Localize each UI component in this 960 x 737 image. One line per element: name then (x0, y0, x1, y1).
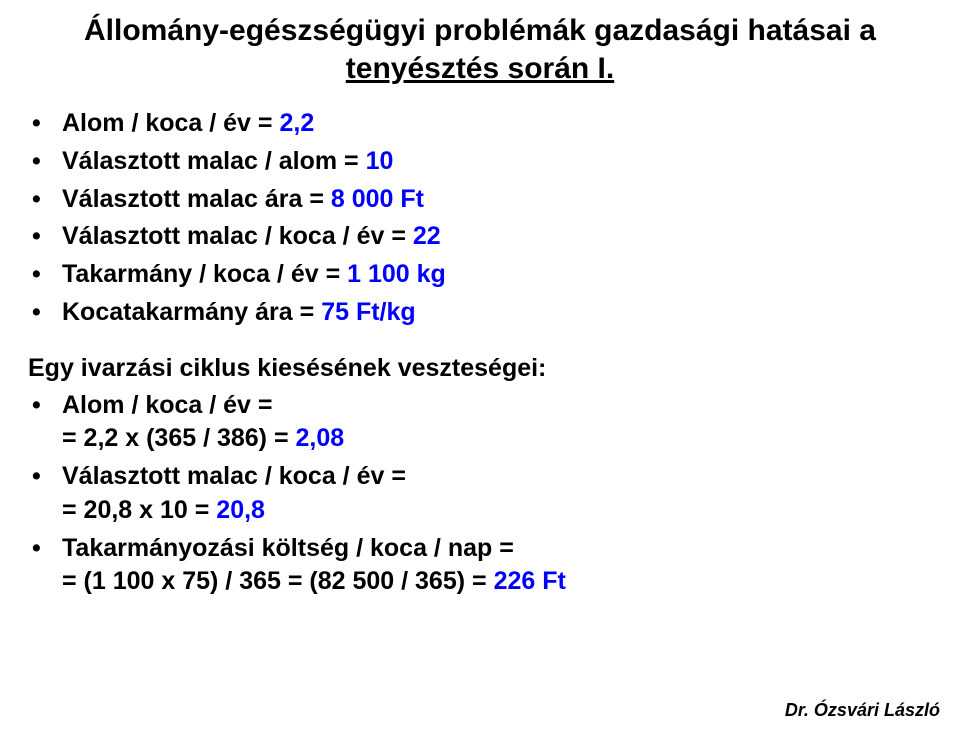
footer-author: Dr. Ózsvári László (785, 700, 940, 721)
list-item: Választott malac / alom = 10 (28, 145, 932, 179)
title-line-1: Állomány-egészségügyi problémák gazdaság… (84, 14, 876, 47)
losses-list: Alom / koca / év = = 2,2 x (365 / 386) =… (28, 389, 932, 600)
list-item: Alom / koca / év = 2,2 (28, 107, 932, 141)
param-value: 22 (413, 222, 441, 250)
loss-calc: = 20,8 x 10 = (62, 496, 216, 524)
slide-title: Állomány-egészségügyi problémák gazdaság… (28, 12, 932, 87)
list-item: Választott malac ára = 8 000 Ft (28, 183, 932, 217)
loss-label: Alom / koca / év = (62, 391, 273, 419)
param-value: 10 (366, 147, 394, 175)
param-label: Kocatakarmány ára = (62, 298, 321, 326)
param-value: 8 000 Ft (331, 185, 424, 213)
loss-sub: = 20,8 x 10 = 20,8 (62, 494, 932, 528)
param-label: Választott malac / alom = (62, 147, 366, 175)
loss-result: 20,8 (216, 496, 265, 524)
list-item: Takarmányozási költség / koca / nap = = … (28, 532, 932, 600)
loss-calc: = 2,2 x (365 / 386) = (62, 424, 296, 452)
param-value: 2,2 (279, 109, 314, 137)
list-item: Választott malac / koca / év = = 20,8 x … (28, 460, 932, 528)
param-value: 1 100 kg (347, 260, 446, 288)
param-label: Takarmány / koca / év = (62, 260, 347, 288)
loss-calc: = (1 100 x 75) / 365 = (82 500 / 365) = (62, 567, 494, 595)
loss-result: 2,08 (296, 424, 345, 452)
loss-sub: = (1 100 x 75) / 365 = (82 500 / 365) = … (62, 565, 932, 599)
list-item: Kocatakarmány ára = 75 Ft/kg (28, 296, 932, 330)
loss-label: Takarmányozási költség / koca / nap = (62, 534, 514, 562)
list-item: Alom / koca / év = = 2,2 x (365 / 386) =… (28, 389, 932, 457)
list-item: Választott malac / koca / év = 22 (28, 220, 932, 254)
loss-label: Választott malac / koca / év = (62, 462, 406, 490)
list-item: Takarmány / koca / év = 1 100 kg (28, 258, 932, 292)
param-label: Alom / koca / év = (62, 109, 279, 137)
param-label: Választott malac ára = (62, 185, 331, 213)
losses-heading: Egy ivarzási ciklus kiesésének veszteség… (28, 354, 932, 383)
slide: Állomány-egészségügyi problémák gazdaság… (0, 0, 960, 737)
loss-result: 226 Ft (494, 567, 566, 595)
param-label: Választott malac / koca / év = (62, 222, 413, 250)
loss-sub: = 2,2 x (365 / 386) = 2,08 (62, 422, 932, 456)
parameters-list: Alom / koca / év = 2,2 Választott malac … (28, 107, 932, 330)
title-line-2: tenyésztés során I. (346, 52, 614, 85)
param-value: 75 Ft/kg (321, 298, 415, 326)
